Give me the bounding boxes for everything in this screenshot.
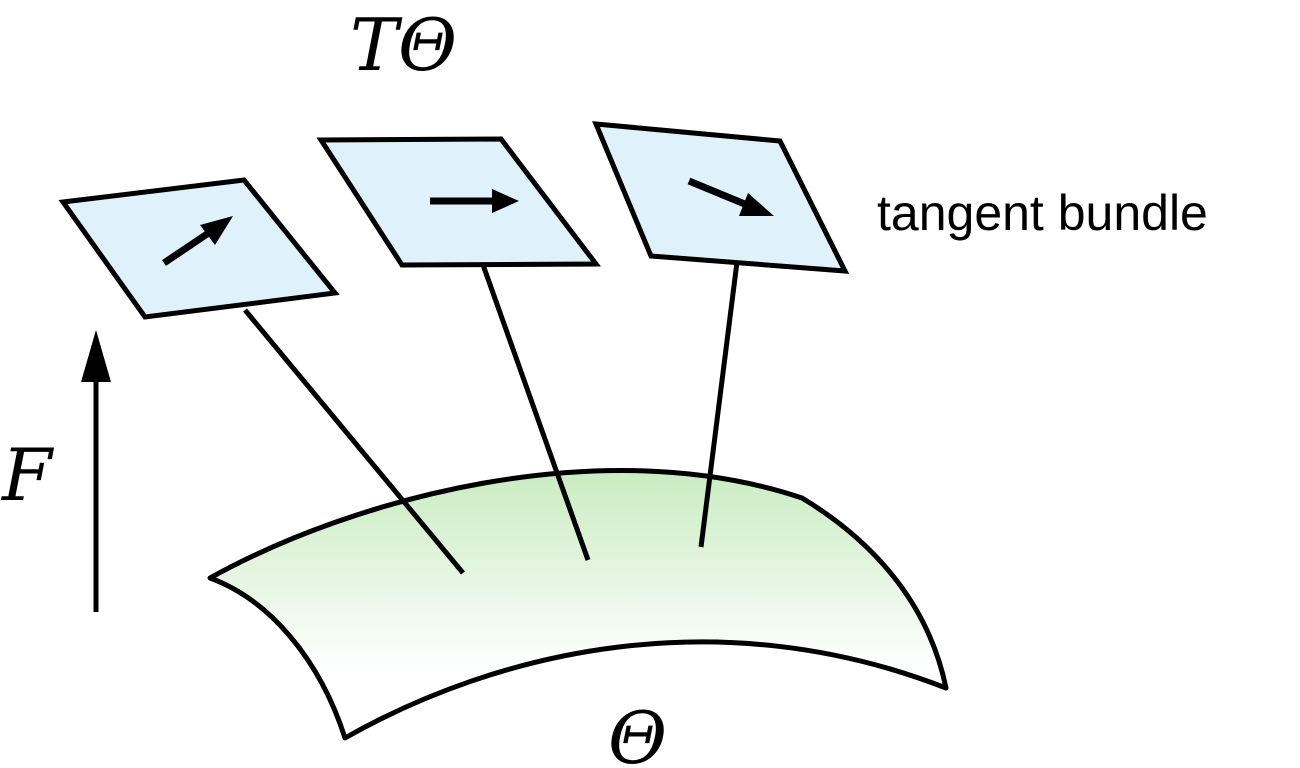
tangent-plane-right [592, 121, 850, 274]
fiber-line-right [698, 261, 740, 548]
map-arrow [81, 330, 111, 612]
tangent-plane-shape [58, 177, 340, 320]
fiber-line-middle [479, 261, 591, 561]
manifold-symbol-label: Θ [608, 696, 667, 768]
map-symbol-label: F [0, 433, 55, 517]
tangent-vector-arrow [687, 177, 774, 216]
tangent-plane-middle [316, 136, 602, 268]
bundle-symbol-label: TΘ [350, 3, 457, 87]
manifold-surface [207, 468, 949, 741]
tangent-vector-arrow [430, 189, 519, 213]
tangent-plane-left [58, 177, 340, 320]
bundle-caption-label: tangent bundle [877, 185, 1208, 241]
tangent-vector-arrow [162, 216, 233, 266]
fiber-line-left [243, 308, 465, 575]
